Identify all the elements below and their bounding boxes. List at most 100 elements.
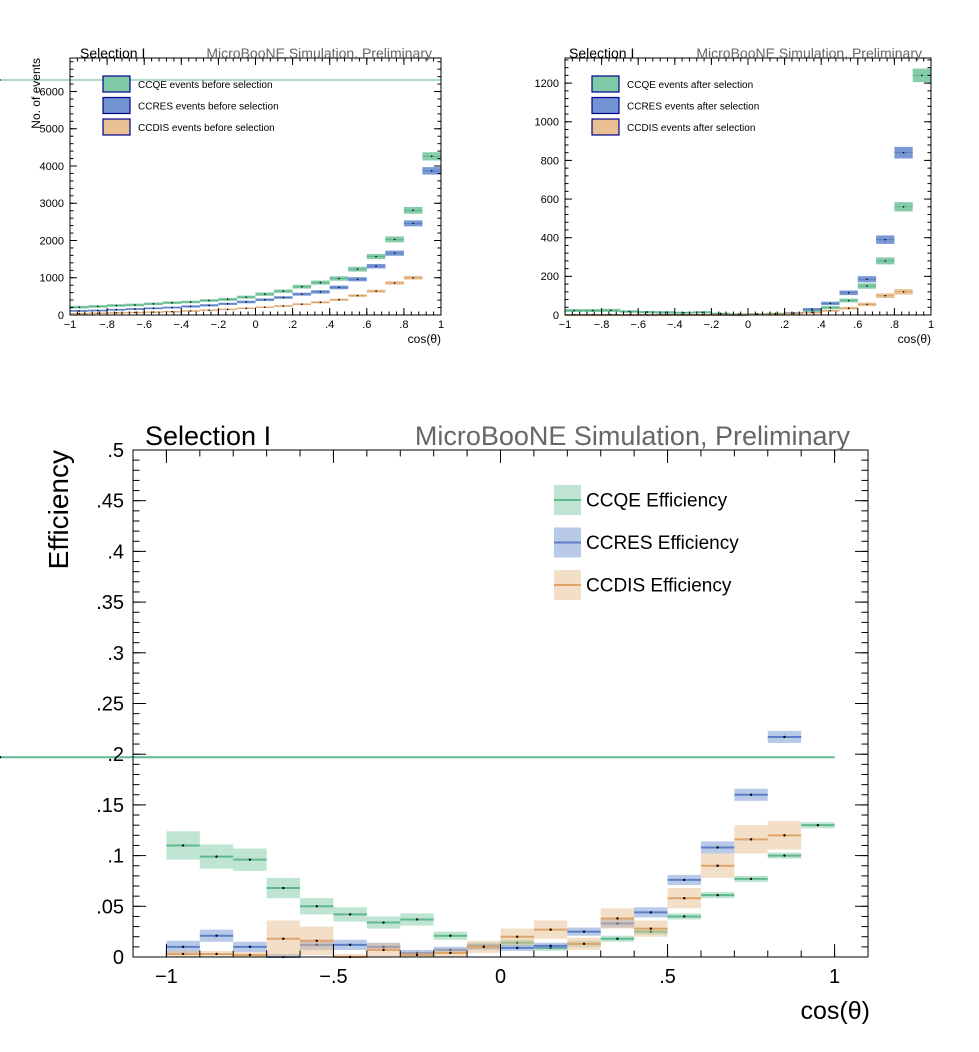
ccres-bin-12-marker [582,930,586,933]
ccqe-bin-16-marker [866,285,868,287]
ccqe-bin-4-marker [152,303,155,305]
ccqe-bin-9-marker [245,296,248,298]
x-tick-label: 1 [829,966,840,988]
legend: CCQE events before selection CCRES events… [102,75,279,136]
ccres-bin-15-marker [356,278,359,281]
ccqe-bin-0-marker [573,309,575,312]
ccdis-bin-11-marker [282,305,285,307]
ccqe-bin-13-marker [616,937,619,940]
ccdis-bin-6-marker [382,948,385,952]
ccqe-bin-12-marker [301,285,303,288]
ccdis-bin-2-marker [115,311,118,314]
ccqe-bin-15-marker [847,299,850,302]
ccqe-bin-16-marker [716,893,719,897]
ccres-bin-18-marker [902,151,905,154]
series-ccdis [565,289,913,317]
ccqe-bin-1-marker [97,305,99,308]
y-tick-label: .3 [107,643,124,665]
simulation-watermark: MicroBooNE Simulation, Preliminary [415,421,851,451]
ccdis-bin-4-marker [152,311,155,313]
ccdis-bin-1-marker [97,312,99,314]
ccdis-bin-11-marker [774,313,777,315]
after-selection-svg: −1 −.8 −.6 −.4 −.2 0 .2 .4 .6 .8 1 0 200 400 600 800 100… [535,45,935,346]
ccres-bin-0-marker [181,945,185,949]
x-tick-label: .4 [817,319,826,331]
y-tick-label: 800 [541,155,559,167]
ccres-bin-18-marker [783,735,786,739]
ccdis-bin-10-marker [263,306,266,308]
ccdis-bin-5-marker [171,310,173,313]
y-tick-label: 200 [541,271,559,283]
ccres-bin-13-marker [811,308,813,311]
ccqe-bin-5-marker [171,301,173,304]
ccres-bin-0-marker [78,310,81,312]
ccqe-bin-4-marker [315,905,318,908]
ccdis-bin-0-marker [78,312,81,315]
after-selection-chart: −1 −.8 −.6 −.4 −.2 0 .2 .4 .6 .8 1 0 200 400 600 800 100… [490,0,979,360]
legend-label-ccres: CCRES Efficiency [586,533,739,554]
ccdis-bin-17-marker [884,294,887,297]
ccqe-bin-2-marker [115,304,118,307]
series-ccres [70,167,441,312]
ccqe-bin-8-marker [719,312,722,315]
x-tick-label: .6 [853,319,862,331]
ccqe-bin-2-marker [609,309,612,312]
before-selection-chart: −1 −.8 −.6 −.4 −.2 0 .2 .4 .6 .8 1 0 1000 2000 3000 400… [0,0,470,360]
x-tick-label: −.6 [136,319,152,331]
ccres-bin-19-marker [430,170,433,172]
y-tick-label: 0 [58,310,64,322]
y-tick-label: .1 [107,846,124,868]
ccqe-bin-7-marker [208,299,210,302]
x-tick-label: .8 [890,319,899,331]
ccdis-bin-18-marker [412,276,414,279]
ccres-bin-6-marker [189,305,192,308]
y-tick-label: .5 [107,440,124,462]
ccdis-bin-18-marker [902,291,905,293]
legend: CCQE Efficiency CCRES Efficiency CCDIS Eff… [554,485,739,600]
ccdis-bin-14-marker [829,309,832,312]
ccqe-bin-3-marker [134,304,136,306]
ccdis-bin-3-marker [282,937,285,940]
legend-label-ccdis: CCDIS events after selection [627,123,755,134]
ccres-bin-17-marker [393,252,396,254]
ccqe-bin-20-marker [0,756,2,759]
y-tick-label: 0 [113,947,124,969]
legend-label-ccqe: CCQE events before selection [138,80,273,91]
legend-swatch-ccqe [102,75,131,93]
chart-title: Selection I [145,421,271,451]
ccdis-bin-16-marker [866,303,868,306]
ccres-bin-2-marker [248,945,252,949]
series-ccdis [166,821,802,959]
x-tick-label: −1 [155,966,178,988]
ccqe-bin-5-marker [664,311,667,314]
legend-swatch-ccqe [591,75,620,93]
y-tick-label: .4 [107,541,124,563]
efficiency-chart: −1 −.5 0 .5 1 0 .05 .1 .15 .2 .25 .3 .35 .4 .45 .5 Selec… [0,405,979,1052]
ccqe-bin-1-marker [215,855,218,858]
ccres-bin-11-marker [549,944,552,948]
x-tick-label: −.8 [99,319,115,331]
ccres-bin-5-marker [348,943,352,947]
ccqe-bin-17-marker [749,877,753,881]
simulation-watermark: MicroBooNE Simulation, Preliminary [206,45,432,61]
y-axis-label: No. of events [29,58,43,129]
y-tick-label: 5000 [40,124,64,136]
ccdis-bin-10-marker [516,935,519,938]
x-tick-label: 0 [495,966,506,988]
x-tick-label: −1 [64,319,77,331]
x-tick-label: .8 [399,319,408,331]
ccres-bin-16-marker [716,846,719,849]
ccqe-bin-8-marker [449,934,452,937]
y-tick-label: 1000 [40,273,64,285]
ccdis-bin-1-marker [215,952,218,956]
ccdis-bin-15-marker [356,294,359,297]
simulation-watermark: MicroBooNE Simulation, Preliminary [696,45,922,61]
x-tick-label: .6 [362,319,371,331]
y-tick-label: 0 [553,310,559,322]
ccres-bin-14-marker [338,286,340,289]
ccdis-bin-15-marker [847,307,850,310]
ccdis-bin-17-marker [749,838,753,841]
ccqe-bin-3-marker [282,886,285,890]
ccres-bin-9-marker [245,301,248,303]
ccres-bin-15-marker [683,878,686,882]
